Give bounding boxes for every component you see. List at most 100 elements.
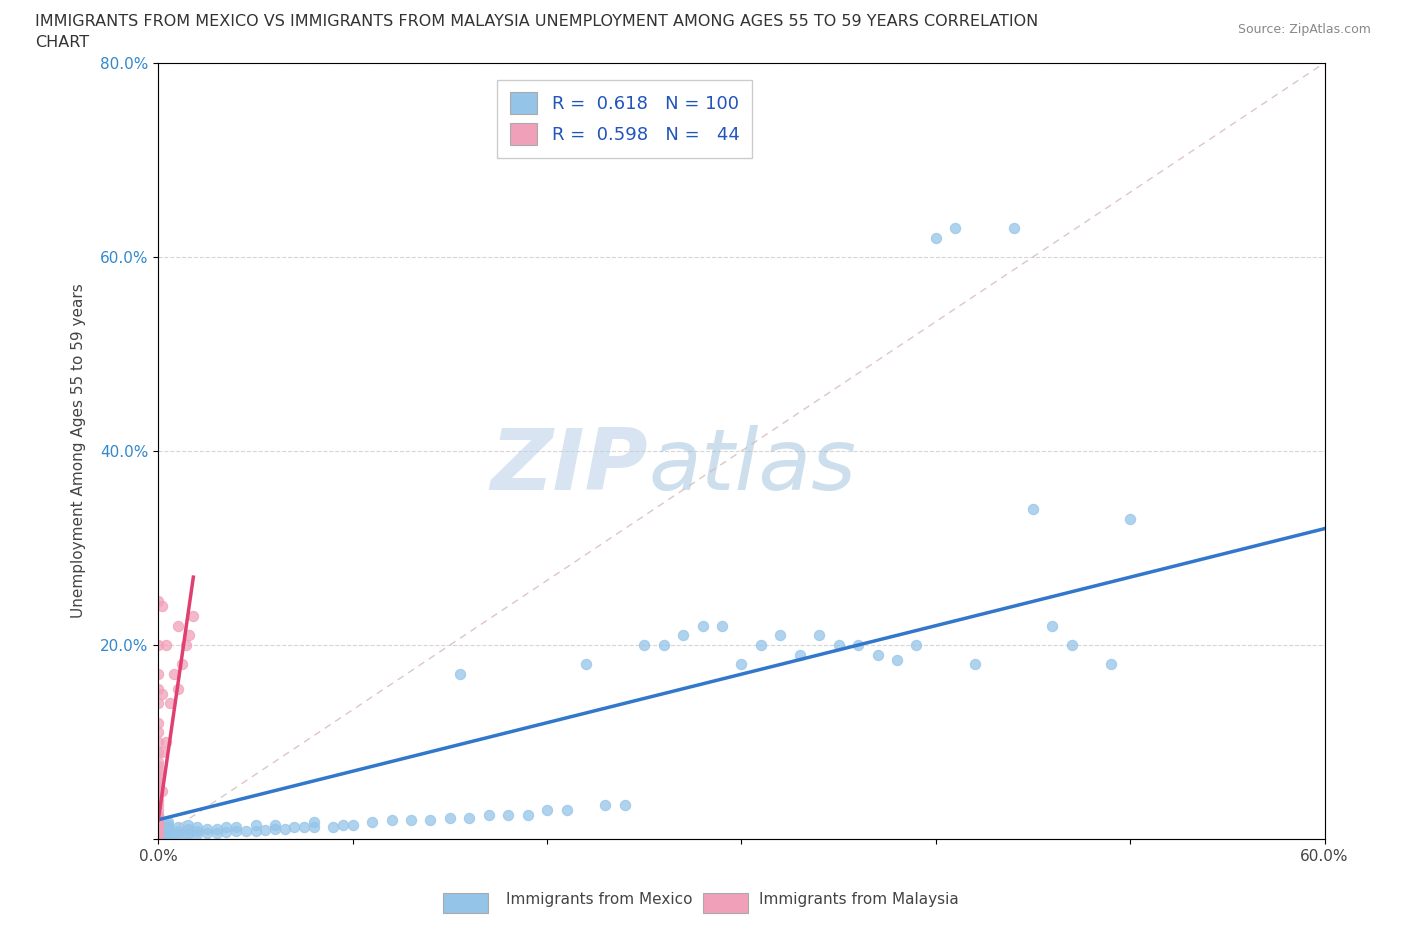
Point [157, 830, 180, 844]
Point [157, 825, 180, 840]
Point [789, 647, 811, 662]
Point [478, 807, 501, 822]
Point [439, 810, 461, 825]
Point [179, 628, 201, 643]
Point [159, 696, 181, 711]
Point [174, 638, 197, 653]
Point [458, 810, 481, 825]
Point [150, 686, 173, 701]
Point [195, 822, 218, 837]
Point [749, 638, 772, 653]
Point [163, 667, 186, 682]
Point [148, 816, 170, 830]
Point [963, 657, 986, 671]
Text: atlas: atlas [648, 425, 856, 508]
Point [361, 815, 384, 830]
Point [186, 827, 208, 842]
Point [176, 822, 198, 837]
Point [148, 735, 170, 750]
Point [176, 826, 198, 841]
Point [730, 657, 752, 671]
Point [148, 667, 170, 682]
Point [148, 754, 170, 769]
Point [555, 803, 578, 817]
Point [148, 830, 170, 844]
Text: ZIP: ZIP [491, 425, 648, 508]
Point [516, 807, 538, 822]
Point [148, 824, 170, 839]
Point [225, 819, 247, 834]
Point [205, 826, 228, 841]
Point [711, 618, 734, 633]
Point [166, 682, 188, 697]
Point [332, 817, 354, 832]
Point [148, 827, 170, 842]
Point [264, 817, 287, 832]
Point [148, 783, 170, 798]
Point [195, 826, 218, 841]
Point [170, 657, 193, 671]
Point [1042, 618, 1064, 633]
Point [1022, 502, 1045, 517]
Point [157, 820, 180, 835]
Point [866, 647, 889, 662]
Point [148, 798, 170, 813]
Point [322, 819, 344, 834]
Point [157, 815, 180, 830]
Point [148, 807, 170, 822]
Point [148, 810, 170, 825]
Y-axis label: Unemployment Among Ages 55 to 59 years: Unemployment Among Ages 55 to 59 years [72, 284, 86, 618]
Point [150, 599, 173, 614]
Text: Source: ZipAtlas.com: Source: ZipAtlas.com [1237, 23, 1371, 36]
Point [183, 608, 205, 623]
Point [943, 220, 966, 235]
Point [925, 230, 948, 245]
Point [215, 825, 238, 840]
Point [157, 822, 180, 837]
Point [1099, 657, 1122, 671]
Point [292, 820, 315, 835]
Point [148, 817, 170, 832]
Point [176, 828, 198, 843]
Point [148, 826, 170, 841]
Legend: R =  0.618   N = 100, R =  0.598   N =   44: R = 0.618 N = 100, R = 0.598 N = 44 [498, 80, 752, 158]
Point [148, 682, 170, 697]
Point [148, 822, 170, 837]
Point [273, 822, 295, 837]
Point [449, 667, 471, 682]
Point [148, 810, 170, 825]
Text: Immigrants from Mexico: Immigrants from Mexico [506, 892, 693, 907]
Point [595, 798, 617, 813]
Point [148, 831, 170, 846]
Point [808, 628, 831, 643]
Point [157, 829, 180, 844]
Text: IMMIGRANTS FROM MEXICO VS IMMIGRANTS FROM MALAYSIA UNEMPLOYMENT AMONG AGES 55 TO: IMMIGRANTS FROM MEXICO VS IMMIGRANTS FRO… [35, 14, 1039, 29]
Point [148, 828, 170, 843]
Point [148, 788, 170, 803]
Point [148, 778, 170, 793]
Point [176, 817, 198, 832]
Point [166, 829, 188, 844]
Point [827, 638, 849, 653]
Point [148, 825, 170, 840]
Point [496, 807, 519, 822]
Point [157, 817, 180, 832]
Point [148, 820, 170, 835]
Point [150, 783, 173, 798]
Point [148, 725, 170, 740]
Point [148, 638, 170, 653]
Point [302, 819, 325, 834]
Point [633, 638, 655, 653]
Point [575, 657, 598, 671]
Point [846, 638, 869, 653]
Point [148, 696, 170, 711]
Point [148, 816, 170, 830]
Point [166, 618, 188, 633]
Point [148, 817, 170, 831]
Point [613, 798, 636, 813]
Point [186, 824, 208, 839]
Point [148, 831, 170, 846]
Point [148, 822, 170, 837]
Point [205, 822, 228, 837]
Point [264, 822, 287, 837]
